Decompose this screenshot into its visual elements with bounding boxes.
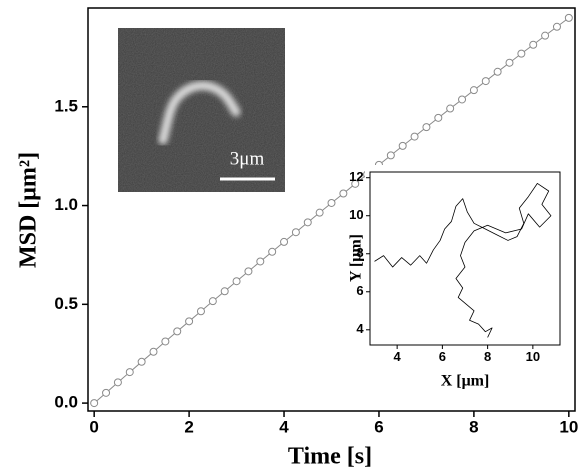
data-point: [517, 49, 526, 58]
y-tick-label: 1.0: [54, 195, 78, 214]
plot-frame: [369, 171, 561, 346]
data-point: [351, 179, 360, 188]
data-point: [327, 198, 336, 207]
data-point: [196, 307, 205, 316]
x-tick-label: 6: [439, 349, 446, 364]
x-axis-label: X [μm]: [441, 373, 490, 390]
data-point: [552, 22, 561, 31]
data-point: [410, 132, 419, 141]
data-point: [220, 287, 229, 296]
x-tick-label: 0: [89, 417, 98, 436]
data-point: [149, 347, 158, 356]
data-point: [446, 104, 455, 113]
y-tick-label: 12: [349, 169, 363, 184]
x-tick-label: 8: [469, 417, 478, 436]
data-point: [469, 86, 478, 95]
x-tick-label: 2: [184, 417, 193, 436]
data-point: [244, 267, 253, 276]
x-tick-label: 6: [374, 417, 383, 436]
scale-bar-label: 3μm: [230, 148, 265, 169]
data-point: [173, 327, 182, 336]
data-point: [564, 13, 573, 22]
data-point: [422, 123, 431, 132]
y-tick-label: 1.5: [54, 96, 78, 115]
data-point: [434, 113, 443, 122]
x-tick-label: 4: [279, 417, 289, 436]
data-point: [303, 218, 312, 227]
data-point: [291, 228, 300, 237]
data-point: [315, 208, 324, 217]
y-tick-label: 4: [356, 321, 364, 336]
data-point: [90, 399, 99, 408]
inset-plot: 4 6 8 10 4 6 8 10 12 X [μm] Y [μm]: [348, 169, 561, 390]
data-point: [529, 40, 538, 49]
data-point: [481, 77, 490, 86]
data-point: [137, 357, 146, 366]
data-point: [493, 67, 502, 76]
data-point: [232, 277, 241, 286]
data-point: [398, 141, 407, 150]
data-point: [541, 31, 550, 40]
y-axis-label: Y [μm]: [348, 234, 365, 282]
y-tick-label: 10: [349, 207, 363, 222]
y-tick-label: 0.5: [54, 294, 78, 313]
y-tick-label: 8: [356, 245, 363, 260]
main-plot: 0 2 4 6 8 10 0.0 0.5 1.0 1.5 Time [s] MSD [μm²]: [16, 7, 578, 470]
plot-frame: [87, 7, 576, 412]
y-axis-label: MSD [μm²]: [16, 152, 42, 268]
data-point: [386, 151, 395, 160]
data-point: [102, 388, 111, 397]
x-tick-label: 10: [526, 349, 540, 364]
x-axis-label: Time [s]: [288, 444, 372, 470]
series-line: [374, 183, 552, 338]
y-tick-label: 6: [356, 283, 363, 298]
data-point: [458, 95, 467, 104]
data-point: [339, 189, 348, 198]
data-point: [268, 247, 277, 256]
data-point: [125, 368, 134, 377]
data-point: [505, 58, 514, 67]
data-point: [280, 237, 289, 246]
x-tick-label: 10: [559, 417, 578, 436]
x-tick-label: 4: [394, 349, 402, 364]
data-point: [161, 337, 170, 346]
data-point: [256, 257, 265, 266]
micrograph: 3μm: [118, 28, 285, 192]
data-point: [208, 297, 217, 306]
data-point: [185, 317, 194, 326]
x-tick-label: 8: [484, 349, 491, 364]
y-tick-label: 0.0: [54, 393, 78, 412]
data-point: [113, 378, 122, 387]
